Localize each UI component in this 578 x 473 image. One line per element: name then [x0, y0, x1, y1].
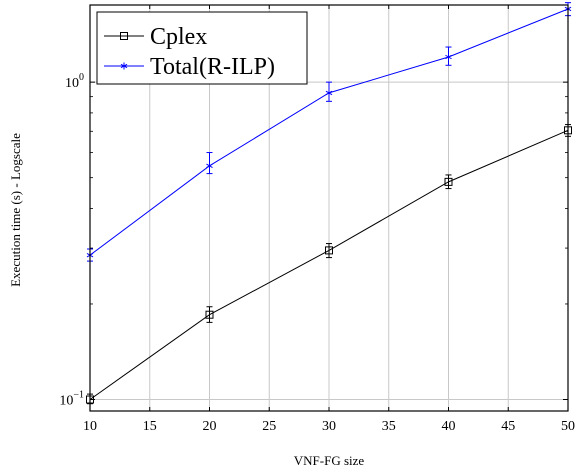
y-axis-label: Execution time (s) - Logscale [8, 133, 23, 287]
x-tick-label: 50 [561, 419, 575, 434]
data-point [326, 89, 332, 96]
x-tick-label: 45 [501, 419, 515, 434]
x-tick-label: 15 [143, 419, 157, 434]
legend: Cplex Total(R-ILP) [97, 12, 307, 84]
legend-label-0: Cplex [150, 24, 207, 50]
y-tick-label: 10−1 [59, 390, 84, 409]
x-axis-label: VNF-FG size [294, 453, 365, 468]
data-point [445, 54, 451, 61]
data-point [206, 162, 212, 169]
x-tick-label: 40 [442, 419, 456, 434]
y-tick-label: 100 [65, 72, 84, 91]
legend-label-1: Total(R-ILP) [150, 54, 275, 80]
x-tick-label: 35 [382, 419, 396, 434]
x-tick-label: 30 [322, 419, 336, 434]
x-tick-label: 10 [83, 419, 97, 434]
x-tick-label: 25 [262, 419, 276, 434]
x-tick-label: 20 [203, 419, 217, 434]
